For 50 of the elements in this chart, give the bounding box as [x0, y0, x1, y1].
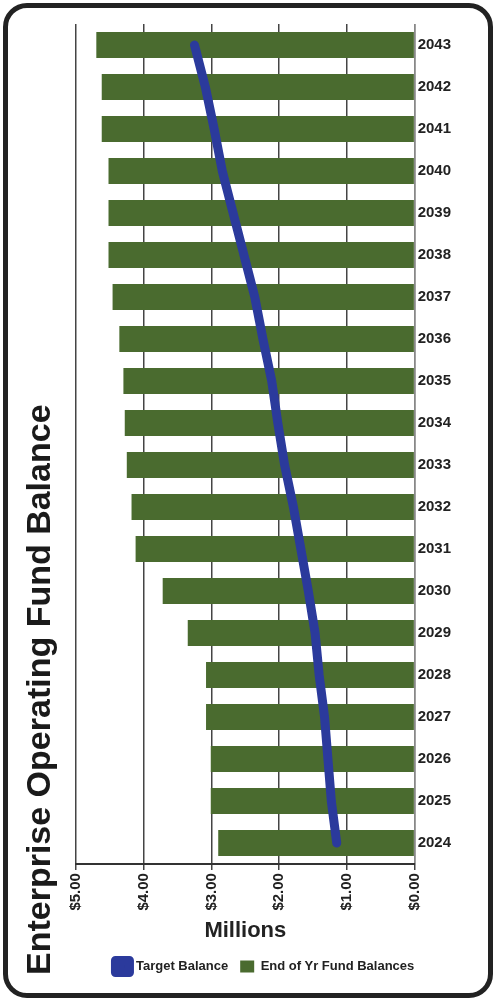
bar	[135, 536, 414, 563]
y-tick-label: 2026	[417, 749, 452, 767]
y-tick-label: 2034	[417, 413, 452, 431]
x-tick-label: $2.00	[269, 873, 287, 911]
y-tick-label: 2030	[417, 581, 452, 599]
bar	[119, 326, 414, 353]
bar	[108, 157, 414, 185]
bar	[131, 494, 414, 521]
y-tick-label: 2042	[417, 77, 452, 95]
y-tick-label: 2032	[417, 497, 452, 515]
y-tick-label: 2027	[417, 707, 452, 725]
bar	[210, 746, 414, 773]
y-tick-label: 2037	[417, 287, 452, 305]
x-tick-label: $4.00	[133, 873, 151, 911]
bar	[96, 31, 414, 59]
bar	[108, 199, 414, 227]
x-axis-title: Millions	[204, 916, 287, 942]
x-tick-label: $1.00	[337, 873, 355, 911]
bar	[124, 410, 414, 437]
bar	[206, 662, 414, 689]
bar	[187, 620, 414, 647]
x-tick-label: $5.00	[66, 873, 84, 911]
y-tick-label: 2036	[417, 329, 452, 347]
y-tick-label: 2039	[417, 203, 452, 221]
text: Enterprise Operating Fund Balance	[18, 403, 58, 975]
y-tick-label: 2038	[417, 245, 452, 263]
y-tick-label: 2028	[417, 665, 452, 683]
y-tick-label: 2041	[417, 119, 452, 137]
bar	[206, 704, 414, 731]
x-tick-label: $3.00	[201, 873, 219, 911]
x-tick-label: $0.00	[404, 873, 422, 911]
bar	[162, 578, 414, 605]
bar	[112, 284, 414, 311]
y-tick-label: 2024	[417, 833, 452, 851]
bar	[101, 115, 414, 143]
bar	[108, 242, 414, 269]
y-tick-label: 2025	[417, 791, 452, 809]
y-tick-label: 2040	[417, 161, 452, 179]
y-tick-label: 2043	[417, 35, 452, 53]
bar	[123, 368, 414, 395]
bar	[210, 788, 414, 815]
bar	[126, 452, 414, 479]
y-tick-label: 2035	[417, 371, 452, 389]
legend-label: Target Balance	[135, 958, 229, 974]
y-tick-label: 2031	[417, 539, 452, 557]
bar	[218, 830, 414, 857]
bar	[101, 73, 414, 101]
legend-label: End of Yr Fund Balances	[260, 958, 415, 974]
y-tick-label: 2029	[417, 623, 452, 641]
y-tick-label: 2033	[417, 455, 452, 473]
